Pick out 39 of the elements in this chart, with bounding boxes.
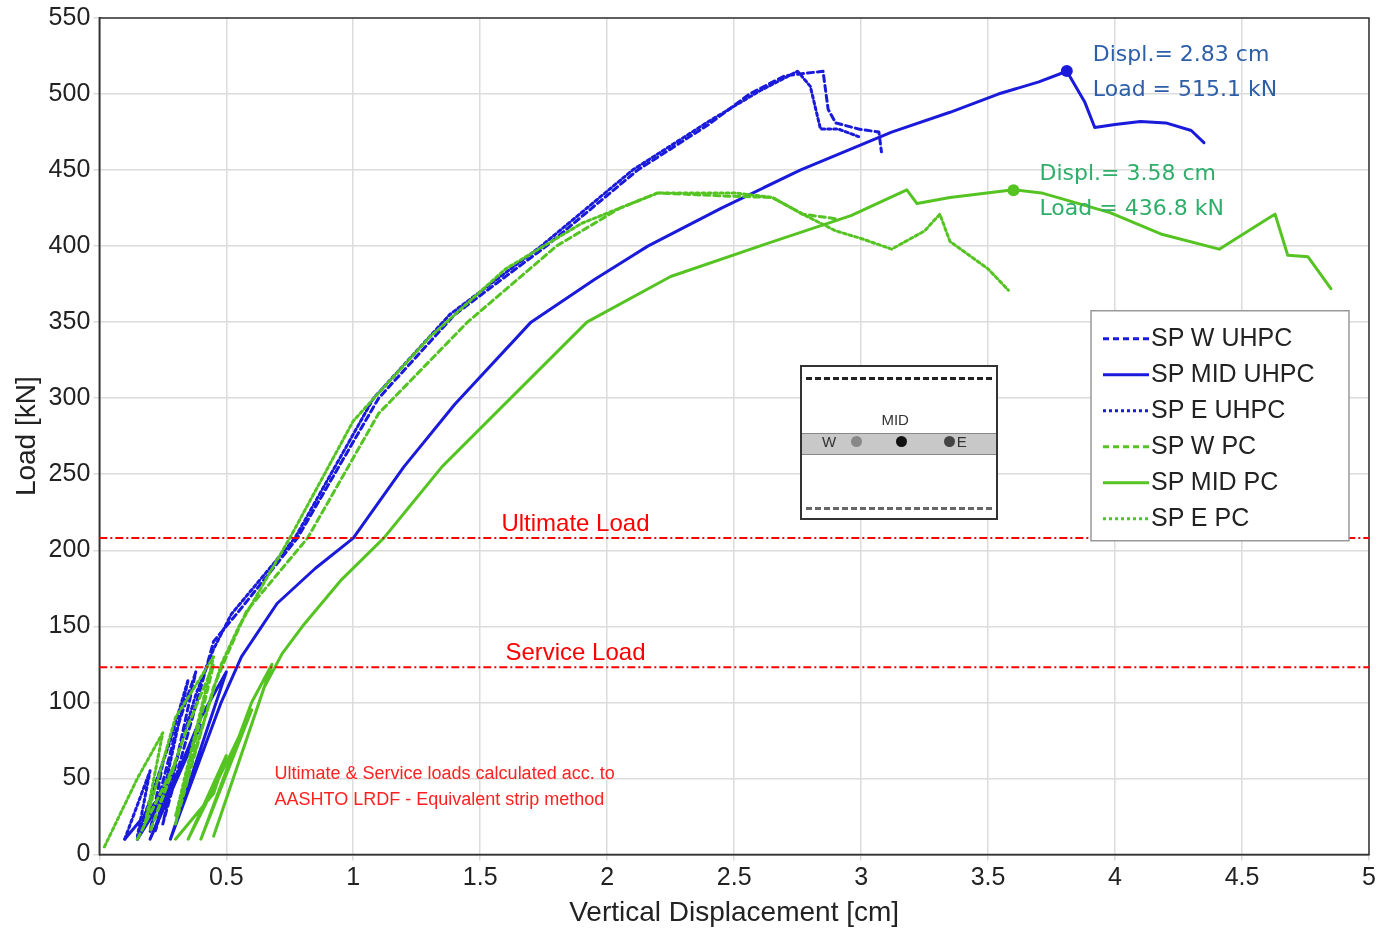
slab-diagram: MID W E	[800, 364, 999, 520]
x-tick-label: 5	[1362, 862, 1376, 891]
legend-label: SP E UHPC	[1151, 394, 1286, 423]
legend-label: SP MID UHPC	[1151, 358, 1315, 387]
annotation: W	[821, 432, 837, 450]
y-tick-label: 150	[48, 610, 91, 639]
x-tick-label: 4	[1108, 862, 1123, 891]
legend-label: SP MID PC	[1151, 466, 1279, 495]
legend-label: SP E PC	[1151, 502, 1250, 531]
ref-line-label: Service Load	[505, 637, 646, 665]
annotation: Displ.= 3.58 cm Load = 436.8 kN	[1039, 159, 1224, 220]
y-tick-label: 100	[48, 686, 91, 715]
x-axis-title: Vertical Displacement [cm]	[569, 895, 900, 927]
x-tick-label: 3.5	[970, 862, 1006, 891]
y-tick-label: 0	[76, 838, 91, 867]
y-tick-label: 200	[48, 534, 91, 563]
x-tick-label: 1.5	[462, 862, 498, 891]
annotation: Displ.= 2.83 cm Load = 515.1 kN	[1092, 40, 1278, 101]
y-tick-label: 550	[48, 1, 91, 30]
annotation: Ultimate & Service loads calculated acc. to AASHTO LRDF - Equivalent strip method	[274, 762, 615, 809]
ref-line-label: Ultimate Load	[501, 508, 650, 536]
y-tick-label: 450	[48, 153, 91, 182]
annotation: MID	[881, 410, 909, 428]
x-tick-label: 1	[346, 862, 361, 891]
y-tick-label: 300	[48, 382, 91, 411]
x-tick-label: 2.5	[716, 862, 752, 891]
x-tick-label: 0.5	[208, 862, 244, 891]
x-tick-label: 4.5	[1224, 862, 1260, 891]
legend-label: SP W PC	[1151, 430, 1257, 459]
y-tick-label: 350	[48, 306, 91, 335]
annotation: E	[956, 432, 967, 450]
legend-label: SP W UHPC	[1151, 322, 1293, 351]
y-tick-label: 250	[48, 458, 91, 487]
y-tick-label: 50	[62, 762, 91, 791]
y-tick-label: 500	[48, 77, 91, 106]
x-tick-label: 3	[854, 862, 869, 891]
x-tick-label: 2	[600, 862, 615, 891]
y-axis-title: Load [kN]	[9, 376, 41, 497]
y-tick-label: 400	[48, 230, 91, 258]
